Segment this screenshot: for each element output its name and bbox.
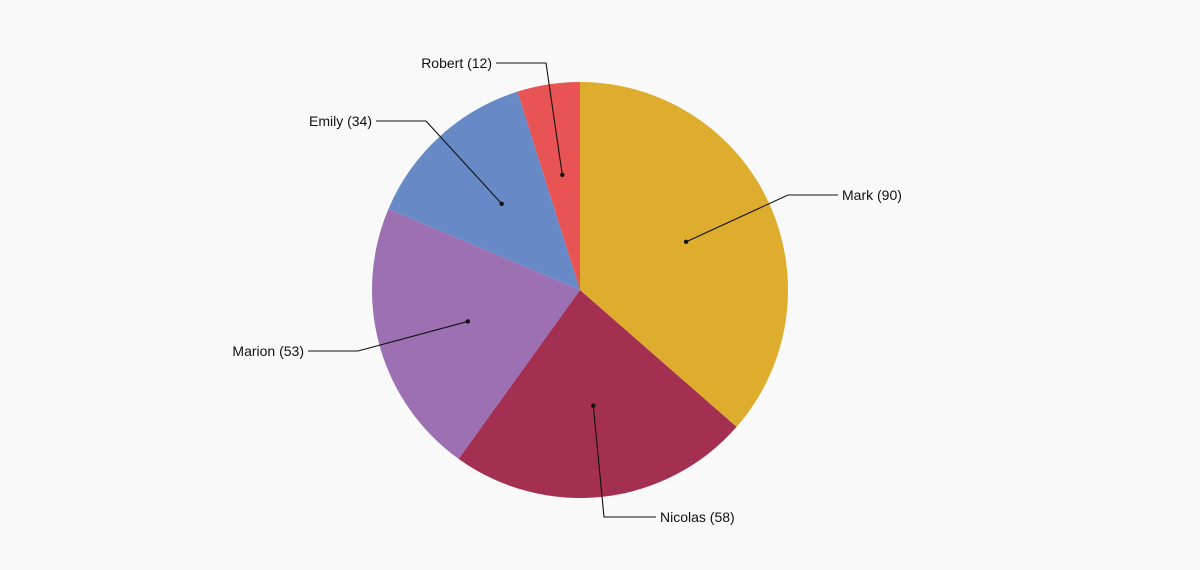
slice-label-marion: Marion (53) xyxy=(232,343,304,359)
labels-layer: Mark (90) Nicolas (58) Marion (53) Emily (3… xyxy=(232,55,902,525)
leader-dot-marion xyxy=(465,319,471,324)
slice-label-nicolas: Nicolas (58) xyxy=(660,509,735,525)
pie-slice-robert xyxy=(517,82,580,290)
leader-line-mark xyxy=(685,194,838,243)
slice-label-mark: Mark (90) xyxy=(842,187,902,203)
leader-dot-emily xyxy=(499,201,504,207)
leader-line-nicolas xyxy=(592,405,656,518)
leader-lines-layer xyxy=(308,62,838,518)
leader-dot-nicolas xyxy=(591,403,596,408)
slice-label-emily: Emily (34) xyxy=(309,113,372,129)
leader-dot-mark xyxy=(683,239,689,245)
pie-slice-emily xyxy=(388,91,580,290)
leader-dot-robert xyxy=(560,172,565,178)
leader-line-emily xyxy=(376,120,503,205)
pie-slice-mark xyxy=(580,82,788,427)
leader-line-robert xyxy=(496,62,563,175)
leader-line-marion xyxy=(308,320,468,352)
pie-slice-marion xyxy=(371,208,580,459)
pie-slice-nicolas xyxy=(458,290,737,498)
slice-label-robert: Robert (12) xyxy=(421,55,492,71)
slices-layer xyxy=(371,82,788,498)
